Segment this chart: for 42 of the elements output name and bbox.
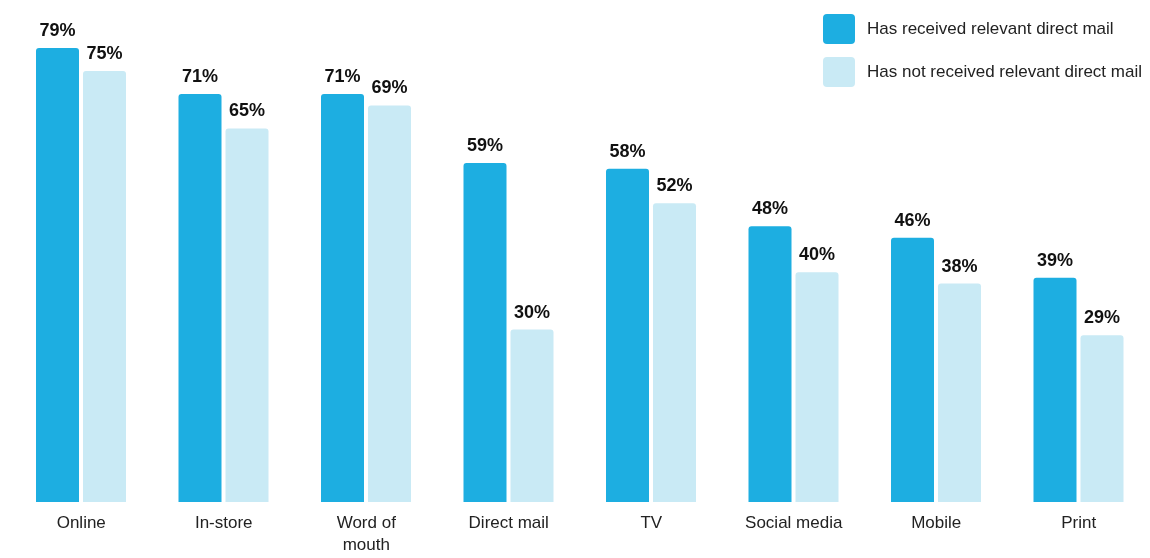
data-label: 29% xyxy=(1083,307,1121,328)
data-label: 69% xyxy=(371,77,408,98)
data-label: 75% xyxy=(86,42,123,63)
x-tick-label: Print xyxy=(1061,513,1097,532)
data-label: 59% xyxy=(466,134,504,155)
data-label: 40% xyxy=(798,244,836,265)
data-label: 65% xyxy=(228,100,266,121)
bar xyxy=(795,272,839,502)
bar xyxy=(891,237,934,502)
x-tick-label: Social media xyxy=(745,513,843,532)
data-label: 38% xyxy=(941,255,978,276)
bar xyxy=(606,168,649,502)
x-tick-label: In-store xyxy=(194,513,253,532)
legend-label: Has not received relevant direct mail xyxy=(867,62,1142,82)
x-tick-label: Mobile xyxy=(911,513,962,532)
bar xyxy=(178,93,222,502)
data-label: 58% xyxy=(609,140,646,161)
bar xyxy=(83,70,126,502)
bar xyxy=(463,162,507,502)
x-tick-label: Online xyxy=(56,513,106,532)
x-tick-label: TV xyxy=(640,513,663,532)
data-label: 71% xyxy=(324,65,361,86)
data-label: 79% xyxy=(39,20,76,40)
data-label: 52% xyxy=(656,175,693,196)
data-label: 71% xyxy=(181,65,219,86)
data-label: 46% xyxy=(894,209,931,230)
bar xyxy=(1080,335,1124,502)
bar xyxy=(510,329,554,502)
legend-label: Has received relevant direct mail xyxy=(867,19,1114,39)
x-tick-label: Word of mouth xyxy=(336,513,397,554)
bar xyxy=(938,283,981,502)
bar xyxy=(368,105,411,502)
bar xyxy=(748,226,792,502)
bar xyxy=(1033,277,1077,502)
data-label: 48% xyxy=(751,198,789,219)
bar xyxy=(36,48,79,502)
bar xyxy=(225,128,269,502)
data-label: 30% xyxy=(513,301,551,322)
bar xyxy=(321,93,364,502)
data-label: 39% xyxy=(1036,249,1074,270)
bar xyxy=(653,203,696,502)
x-tick-label: Direct mail xyxy=(468,513,549,532)
